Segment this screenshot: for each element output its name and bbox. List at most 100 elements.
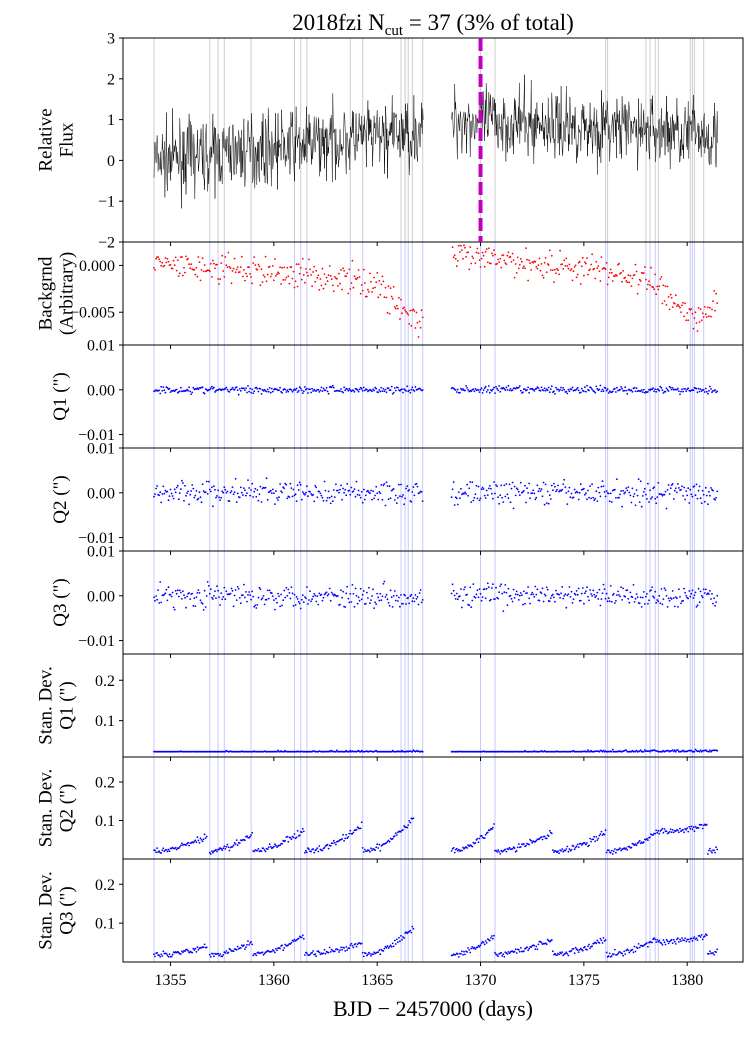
data-point	[318, 592, 321, 595]
data-point	[246, 492, 248, 494]
data-point	[389, 497, 392, 500]
data-point	[169, 391, 172, 393]
data-point	[643, 603, 646, 605]
data-point	[215, 597, 217, 599]
data-point	[232, 605, 235, 608]
data-point	[388, 945, 391, 948]
data-point	[560, 849, 562, 852]
data-point	[676, 305, 678, 307]
data-point	[501, 496, 504, 499]
data-point	[262, 274, 265, 276]
data-point	[212, 387, 214, 390]
data-point	[559, 597, 561, 599]
data-point	[236, 586, 239, 588]
data-point	[696, 604, 699, 607]
data-point	[300, 278, 303, 281]
data-point	[632, 495, 635, 498]
data-point	[234, 589, 237, 591]
data-point	[325, 276, 328, 279]
data-point	[537, 490, 540, 493]
data-point	[564, 952, 567, 955]
data-point	[369, 492, 371, 495]
data-point	[547, 835, 550, 837]
data-point	[482, 941, 485, 944]
data-point	[347, 597, 350, 600]
data-point	[312, 493, 314, 496]
data-point	[194, 947, 197, 950]
data-point	[290, 266, 293, 268]
data-point	[284, 482, 287, 485]
data-point	[479, 266, 482, 268]
data-point	[394, 307, 397, 310]
data-point	[483, 837, 486, 839]
data-point	[377, 296, 380, 299]
data-point	[614, 488, 616, 491]
data-point	[530, 593, 533, 596]
data-point	[344, 950, 347, 952]
data-point	[505, 591, 508, 594]
data-point	[623, 950, 626, 953]
data-point	[298, 602, 301, 605]
data-point	[622, 587, 624, 590]
data-point	[496, 851, 498, 853]
y-axis-label-line: Stan. Dev.	[36, 666, 57, 744]
data-point	[213, 386, 215, 389]
y-tick-label: −0.01	[78, 633, 115, 650]
data-point	[450, 592, 453, 595]
data-point	[571, 602, 574, 604]
x-axis-label: BJD − 2457000 (days)	[333, 996, 533, 1021]
data-point	[378, 843, 381, 846]
data-point	[239, 266, 242, 268]
y-axis-label-q3: Q3 (")	[50, 578, 71, 626]
data-point	[219, 278, 222, 281]
data-point	[314, 953, 317, 956]
data-point	[700, 824, 703, 826]
data-point	[618, 594, 620, 596]
data-point	[217, 952, 220, 955]
data-point	[456, 388, 459, 391]
data-point	[310, 274, 312, 276]
data-point	[567, 490, 570, 493]
data-point	[708, 953, 710, 955]
data-point	[291, 277, 294, 280]
data-point	[247, 385, 249, 387]
data-point	[568, 390, 571, 393]
data-point	[187, 257, 190, 260]
data-point	[325, 591, 328, 594]
data-point	[235, 599, 238, 601]
data-point	[545, 943, 548, 946]
data-point	[211, 850, 213, 852]
data-point	[273, 599, 275, 602]
data-point	[308, 848, 310, 851]
data-point	[319, 389, 322, 392]
data-point	[402, 829, 404, 831]
data-point	[662, 392, 665, 394]
data-point	[559, 249, 561, 252]
data-point	[523, 590, 525, 593]
data-point	[646, 942, 648, 944]
data-point	[285, 276, 288, 279]
data-point	[209, 387, 212, 389]
data-point	[661, 494, 664, 497]
data-point	[538, 838, 541, 840]
data-point	[267, 597, 270, 600]
data-point	[371, 498, 373, 501]
data-point	[395, 594, 398, 597]
data-point	[547, 502, 550, 505]
data-point	[355, 594, 358, 597]
data-point	[468, 487, 471, 490]
data-point	[297, 389, 300, 392]
data-point	[550, 594, 553, 597]
data-point	[281, 266, 283, 269]
data-point	[346, 949, 349, 951]
data-point	[590, 840, 592, 843]
data-point	[225, 845, 228, 848]
data-point	[199, 599, 202, 602]
data-point	[593, 593, 596, 596]
data-point	[483, 387, 486, 390]
data-point	[390, 596, 393, 599]
data-point	[239, 947, 242, 949]
data-point	[525, 501, 527, 504]
data-point	[563, 595, 566, 597]
data-point	[201, 483, 204, 486]
